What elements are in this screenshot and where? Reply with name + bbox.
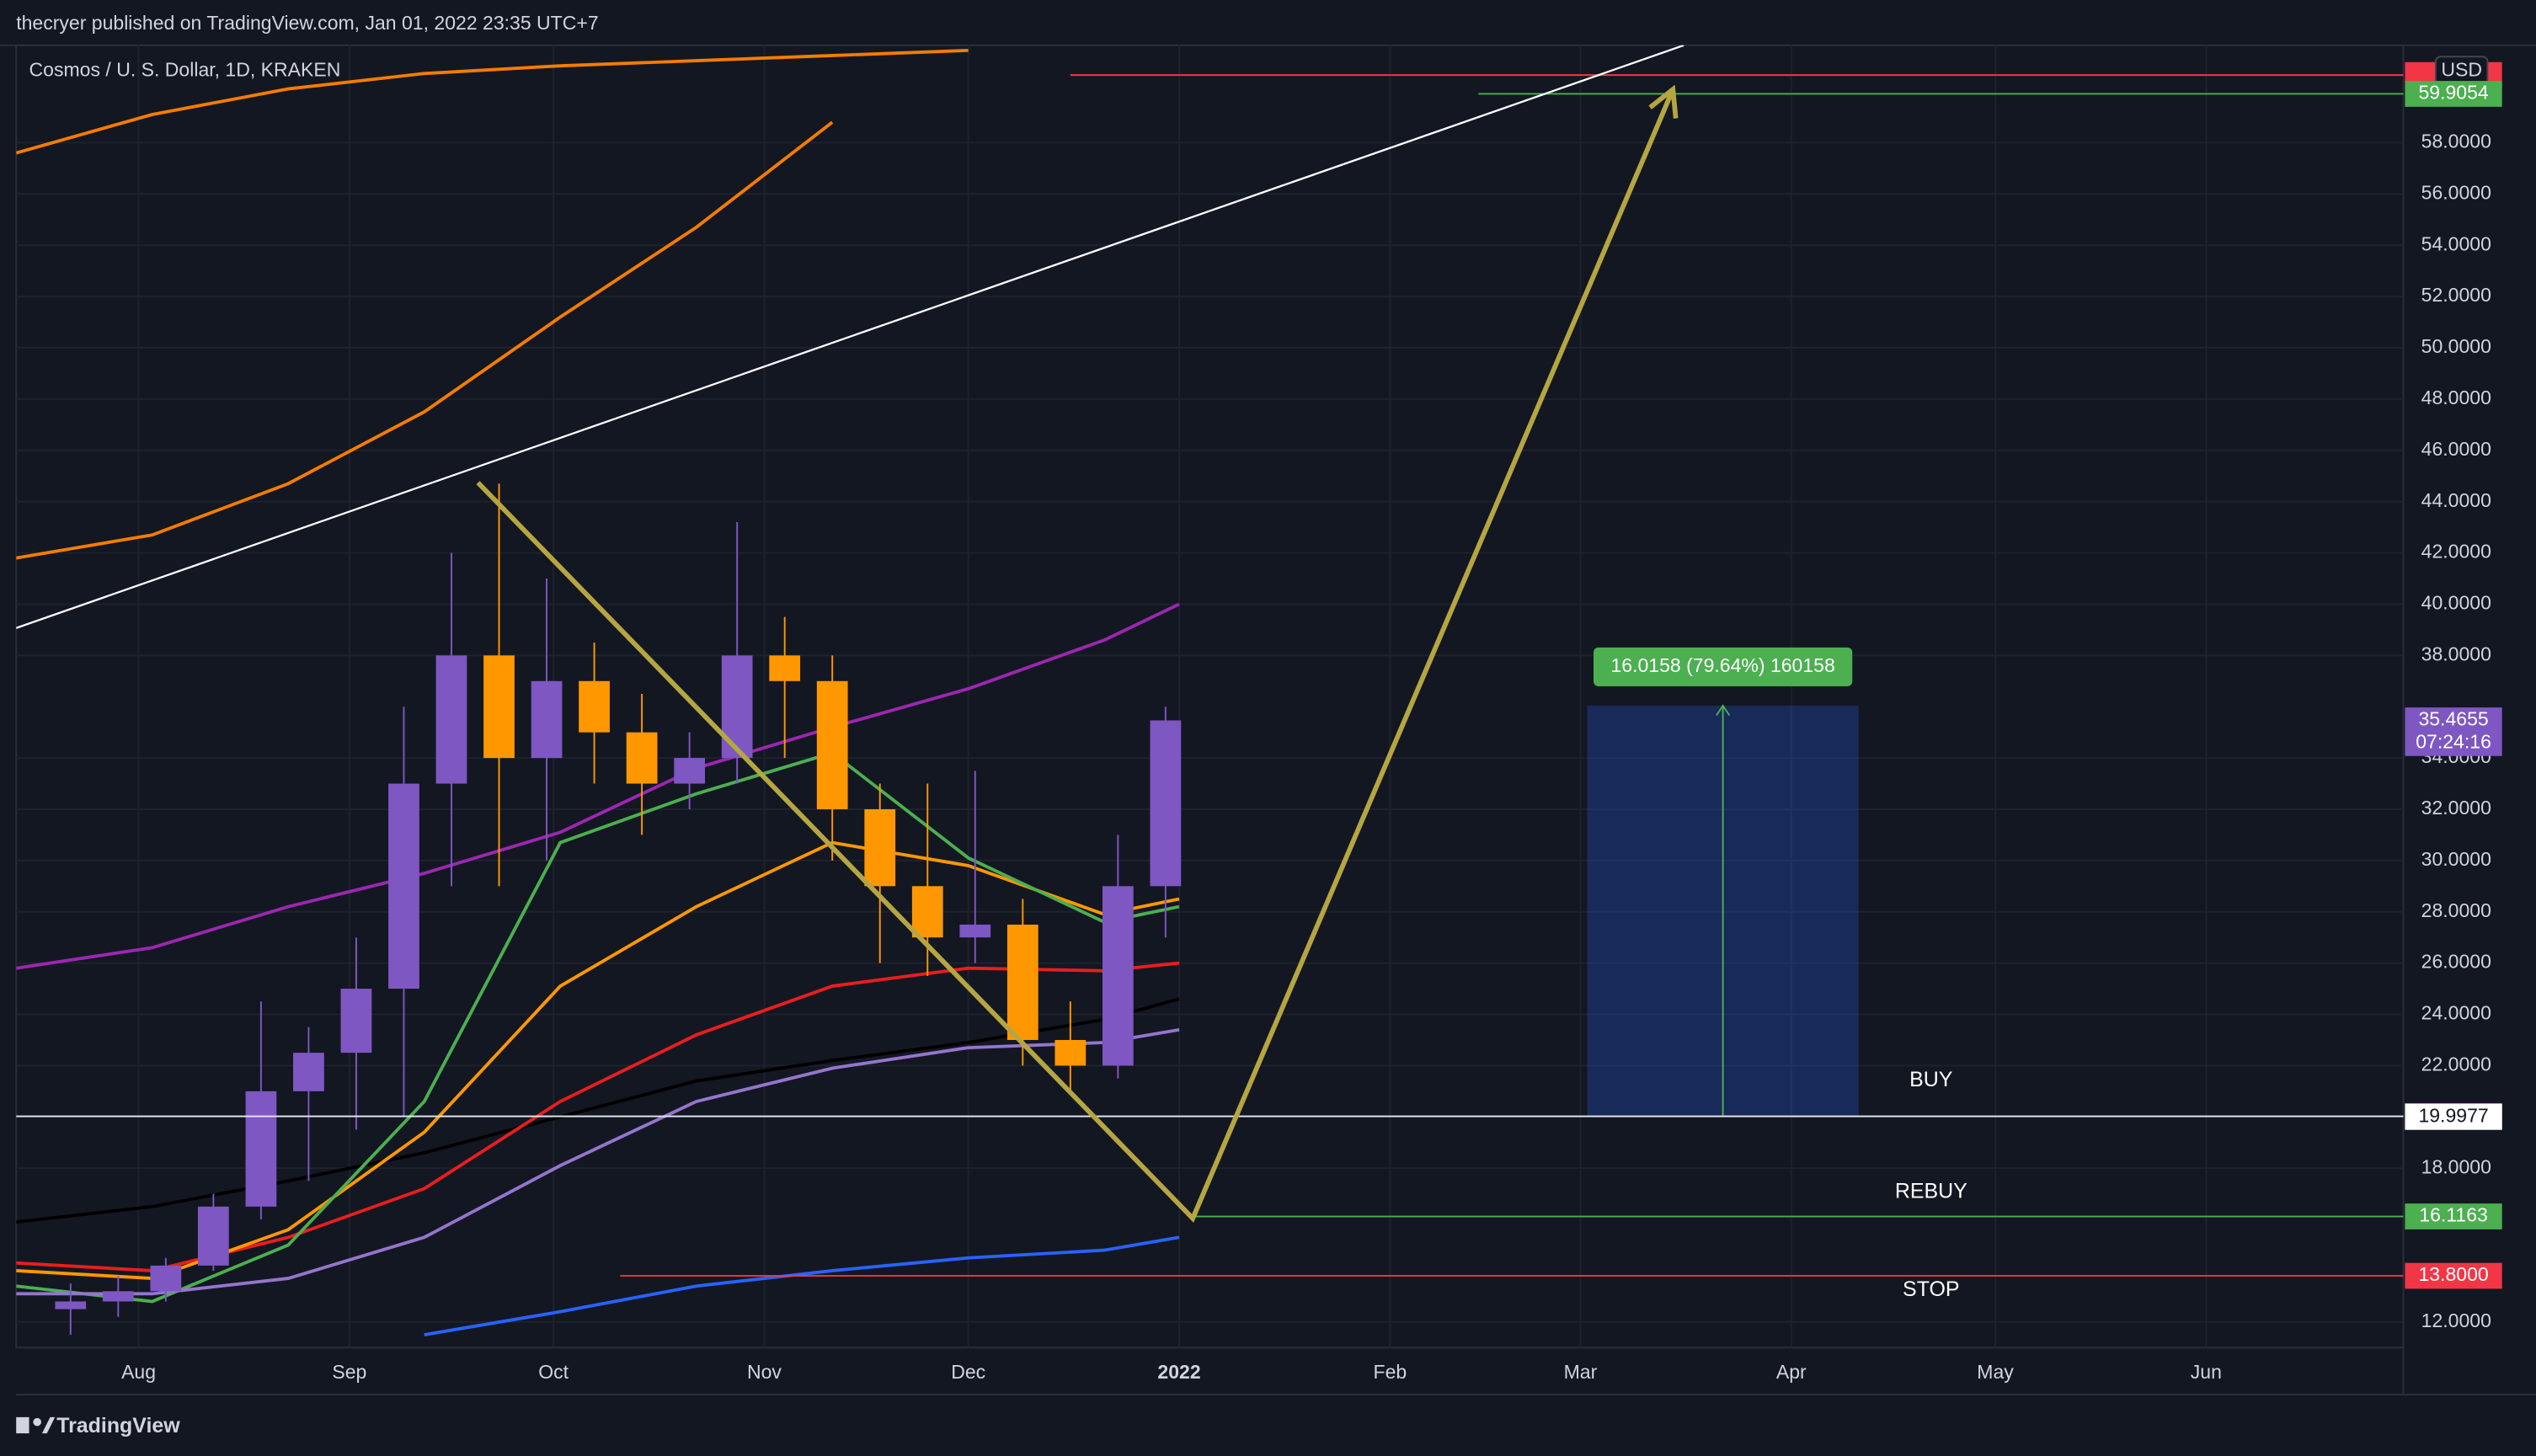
brand-logo: TradingView [16,1414,180,1437]
y-tick-label: 50.0000 [2421,335,2491,357]
y-tick-label: 58.0000 [2421,131,2491,152]
candle-body [150,1265,182,1292]
candle-body [483,655,515,759]
candle-body [245,1091,277,1207]
y-tick-label: 24.0000 [2421,1002,2491,1024]
y-tick-label: 28.0000 [2421,899,2491,921]
y-tick-label: 18.0000 [2421,1155,2491,1177]
price-tag-label: 19.9977 [2418,1104,2488,1126]
trend-line [16,45,1684,629]
x-tick-label: Nov [747,1361,782,1383]
annotation: REBUY [1895,1179,1967,1203]
price-tag [2405,707,2502,756]
candle-body [388,783,419,989]
arrow-head [1648,84,1679,119]
y-tick-label: 56.0000 [2421,181,2491,203]
logo-part [16,1416,29,1434]
price-tag-label: 59.9054 [2418,82,2488,104]
candle-body [769,655,801,681]
candle-body [531,680,563,759]
y-tick-label: 54.0000 [2421,232,2491,254]
x-tick-label: Jun [2191,1361,2222,1383]
y-tick-label: 40.0000 [2421,592,2491,614]
price-tag [2405,1203,2502,1229]
x-tick-label: Feb [1374,1361,1407,1383]
y-tick-label: 44.0000 [2421,489,2491,511]
indicator-line [16,750,1180,1304]
candle-body [198,1206,229,1266]
logo-part [41,1416,56,1434]
indicator-line [16,1027,1180,1296]
brand: TradingView [56,1414,180,1437]
price-tag [2405,1104,2502,1130]
candle-body [1102,886,1134,1066]
header: thecryer published on TradingView.com, J… [16,12,598,34]
candle-body [721,655,753,759]
indicator-line [424,1235,1180,1336]
currency[interactable]: USD [2441,59,2482,81]
price-tag [2405,1262,2502,1289]
price-tag-label: 35.4655 [2418,708,2488,730]
y-tick-label: 42.0000 [2421,541,2491,563]
x-tick-label: Apr [1776,1361,1807,1383]
position-arrow-head [1716,704,1731,717]
x-tick-label: Dec [951,1361,985,1383]
y-tick-label: 32.0000 [2421,797,2491,819]
candle-body [911,886,943,938]
chart-title: Cosmos / U. S. Dollar, 1D, KRAKEN [29,59,341,81]
candle-body [816,680,848,809]
candle-body [864,808,896,887]
price-tag-countdown: 07:24:16 [2416,730,2491,752]
position-label-bg [1594,647,1853,686]
x-tick-label: Aug [121,1361,156,1383]
y-tick-label: 12.0000 [2421,1309,2491,1331]
x-tick-label: Sep [332,1361,366,1383]
trend-line [476,88,1675,1223]
indicator-line [16,120,834,560]
annotation: STOP [1903,1277,1959,1301]
y-tick-label: 30.0000 [2421,848,2491,870]
candle-body [626,732,658,784]
y-tick-label: 22.0000 [2421,1053,2491,1075]
y-tick-label: 48.0000 [2421,387,2491,408]
price-tag-label: 16.1163 [2419,1204,2488,1226]
x-tick-label: May [1977,1361,2014,1383]
x-tick-label: Oct [538,1361,569,1383]
price-tag [2405,81,2502,107]
candle-body [102,1291,134,1302]
indicator-line [16,602,1180,970]
candle-body [1054,1039,1086,1066]
candle-body [1006,924,1038,1040]
y-tick-label: 26.0000 [2421,951,2491,973]
candle-body [340,989,372,1053]
candle-body [55,1301,87,1309]
x-tick-label: 2022 [1157,1361,1200,1383]
y-tick-label: 52.0000 [2421,284,2491,306]
candle-body [579,680,610,733]
candle-body [293,1053,324,1091]
annotation: BUY [1909,1068,1953,1091]
candle-body [959,924,991,938]
candle-body [674,758,706,784]
y-tick-label: 46.0000 [2421,438,2491,460]
y-tick-label: 38.0000 [2421,643,2491,664]
candle-body [1150,720,1182,887]
price-tag-label: 13.8000 [2418,1263,2488,1285]
position-label: 16.0158 (79.64%) 160158 [1610,654,1834,676]
candle-body [435,655,467,784]
x-tick-label: Mar [1564,1361,1598,1383]
plot [16,45,2404,1348]
indicator-line [16,48,969,155]
logo-part [33,1417,41,1427]
